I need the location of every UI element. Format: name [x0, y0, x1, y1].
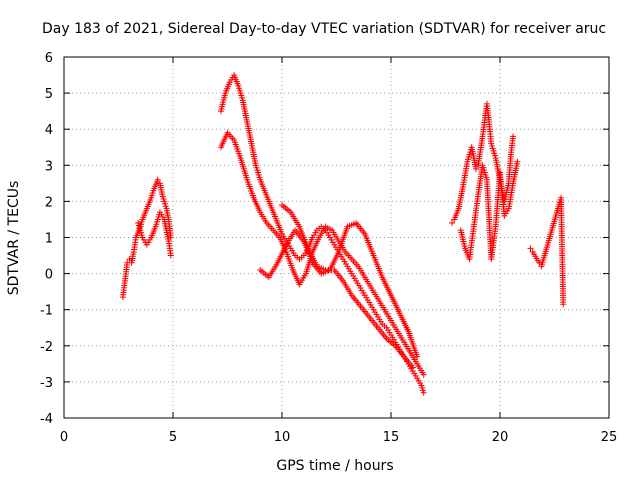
data-point [510, 133, 517, 140]
y-tick-label: 5 [45, 87, 53, 102]
y-axis-label: SDTVAR / TECUs [6, 181, 22, 296]
data-point [409, 364, 416, 371]
chart-title: Day 183 of 2021, Sidereal Day-to-day VTE… [42, 21, 606, 37]
data-point [527, 245, 534, 252]
data-point [420, 389, 427, 396]
y-tick-label: -3 [40, 376, 53, 391]
y-tick-label: -2 [40, 340, 53, 355]
data-point [449, 220, 456, 227]
y-tick-label: -4 [40, 412, 53, 427]
data-point [126, 256, 133, 263]
data-point [560, 301, 567, 308]
y-tick-label: 6 [45, 51, 53, 66]
data-point [420, 371, 427, 378]
y-tick-label: 0 [45, 268, 53, 283]
x-tick-label: 0 [60, 430, 68, 445]
x-tick-label: 5 [169, 430, 177, 445]
data-point [167, 234, 174, 241]
y-tick-label: 4 [45, 123, 53, 138]
data-point [473, 165, 480, 172]
x-tick-label: 15 [383, 430, 400, 445]
x-tick-label: 10 [274, 430, 291, 445]
x-tick-label: 20 [492, 430, 509, 445]
data-point [536, 259, 543, 266]
y-tick-label: -1 [40, 304, 53, 319]
y-tick-label: 2 [45, 195, 53, 210]
data-point [414, 353, 421, 360]
data-points [119, 72, 567, 396]
y-tick-label: 1 [45, 232, 53, 247]
data-point [514, 158, 521, 165]
x-tick-label: 25 [601, 430, 618, 445]
axis-ticks: 0 5 10 15 20 25 -4 -3 -2 -1 0 1 2 3 4 5 6 [40, 51, 617, 445]
x-axis-label: GPS time / hours [276, 458, 393, 474]
y-tick-label: 3 [45, 159, 53, 174]
data-point [167, 252, 174, 259]
data-point [154, 176, 161, 183]
